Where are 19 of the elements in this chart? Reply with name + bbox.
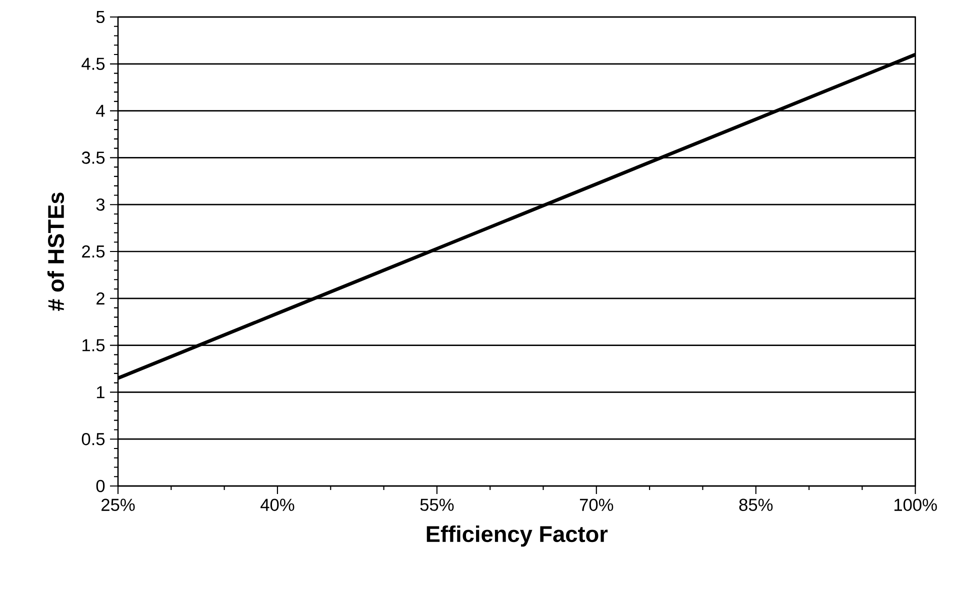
- y-tick-label: 5: [96, 10, 105, 24]
- x-tick-label: 40%: [260, 498, 294, 511]
- x-tick-label: 55%: [420, 498, 454, 511]
- y-tick-label: 0: [96, 480, 105, 492]
- y-axis-title: # of HSTEs: [47, 192, 64, 311]
- y-tick-label: 1: [96, 386, 104, 398]
- y-tick-label: 3.5: [82, 152, 105, 164]
- y-tick-label: 0.5: [82, 432, 105, 446]
- x-tick-label: 100%: [894, 498, 937, 511]
- x-axis-title: Efficiency Factor: [426, 525, 608, 547]
- y-tick-label: 3: [96, 198, 105, 211]
- x-tick-label: 85%: [739, 498, 773, 511]
- y-tick-label: 4.5: [82, 58, 105, 70]
- y-tick-label: 1.5: [82, 339, 105, 352]
- x-tick-label: 70%: [580, 498, 614, 511]
- x-tick-label: 25%: [102, 498, 135, 511]
- y-tick-label: 4: [96, 104, 105, 117]
- y-tick-label: 2.5: [82, 245, 105, 258]
- y-tick-label: 2: [96, 292, 104, 304]
